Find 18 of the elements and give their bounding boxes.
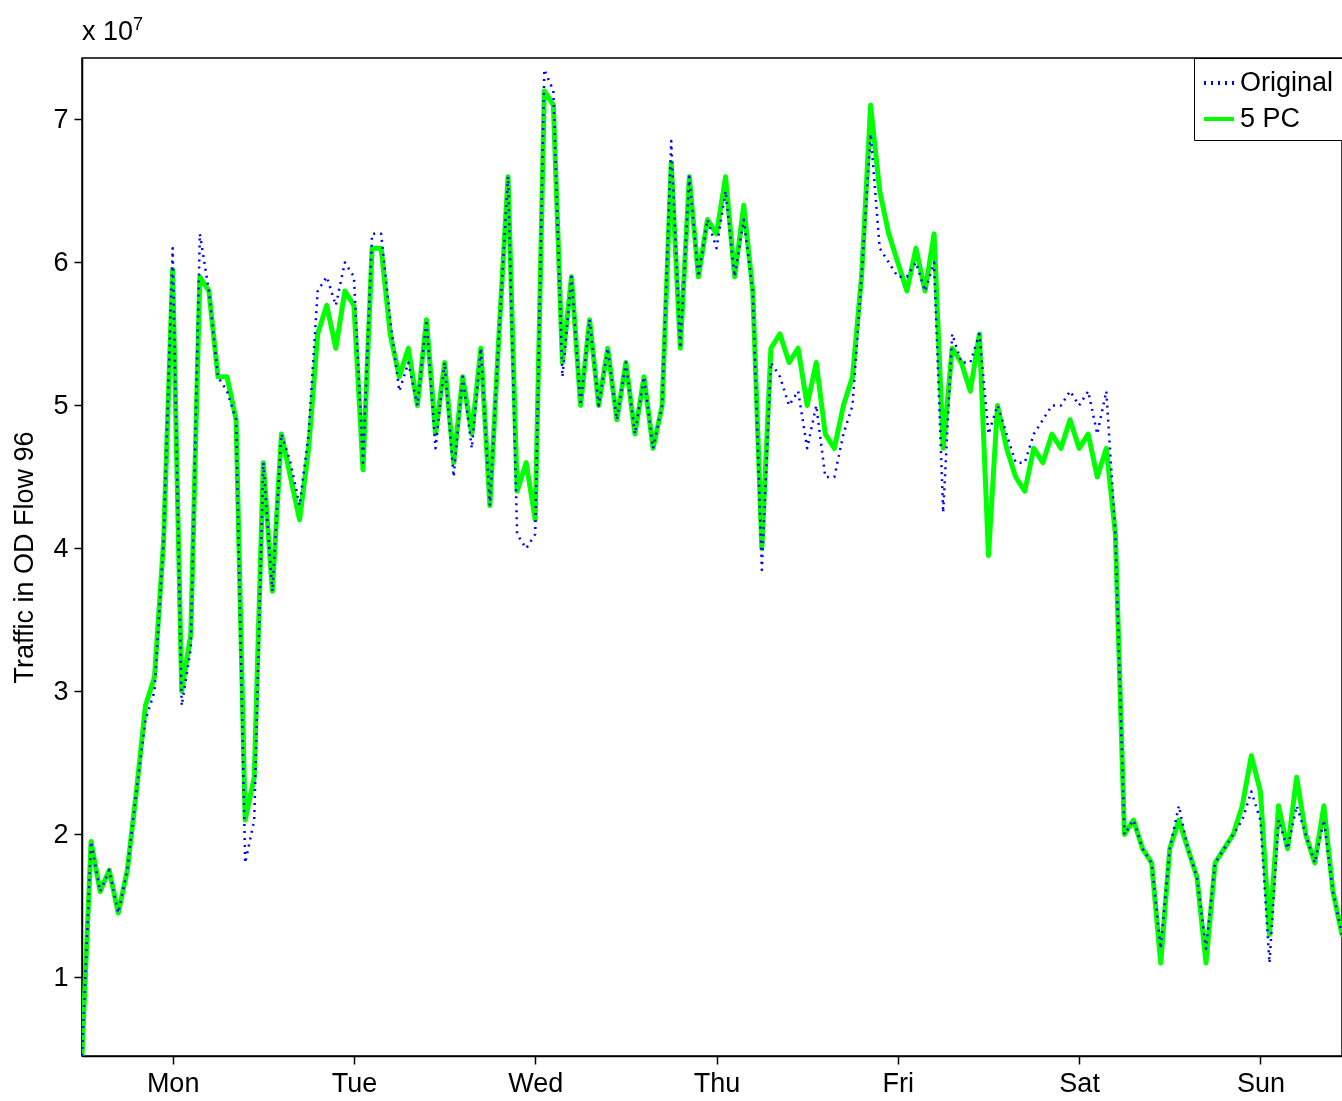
y-tick-label: 4 (53, 532, 69, 563)
x-tick-label: Sun (1236, 1067, 1285, 1098)
x-tick-label: Thu (693, 1067, 741, 1098)
y-tick-label: 1 (53, 961, 69, 992)
x-tick-label: Mon (146, 1067, 200, 1098)
y-tick-label: 3 (53, 675, 69, 706)
legend-label: Original (1240, 67, 1334, 97)
y-tick-label: 7 (53, 103, 69, 134)
y-tick-label: 6 (53, 246, 69, 277)
y-axis-title: Traffic in OD Flow 96 (9, 431, 40, 684)
y-tick-label: 5 (53, 389, 69, 420)
x-tick-label: Tue (331, 1067, 378, 1098)
y-tick-label: 2 (53, 818, 69, 849)
legend-label: 5 PC (1240, 103, 1301, 133)
x-tick-label: Fri (882, 1067, 915, 1098)
text: x 10$^{7}$ (82, 14, 144, 47)
x-tick-label: Wed (508, 1067, 564, 1098)
x-tick-label: Sat (1059, 1067, 1101, 1098)
